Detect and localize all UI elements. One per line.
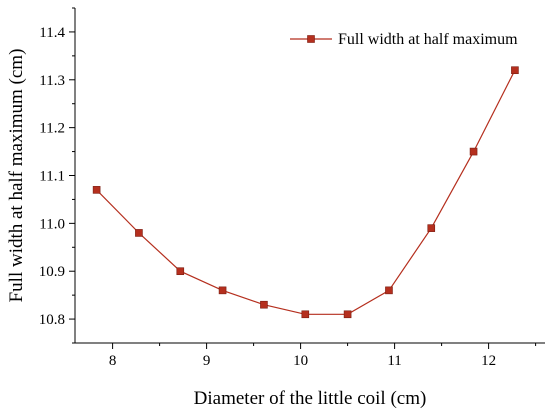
data-point bbox=[385, 286, 393, 295]
y-tick-label: 10.9 bbox=[39, 264, 65, 280]
ticks: 8 9 10 11 12 10.8 10.9 11.0 11.1 11.2 11.3 11.4 bbox=[39, 7, 537, 369]
y-tick-label: 11.3 bbox=[39, 73, 65, 89]
x-tick-label: 11 bbox=[387, 353, 401, 369]
x-tick-label: 8 bbox=[109, 353, 117, 369]
legend: Full width at half maximum bbox=[290, 31, 518, 48]
legend-marker bbox=[307, 35, 315, 43]
data-point bbox=[469, 147, 478, 156]
data-point bbox=[260, 300, 268, 309]
x-tick-label: 10 bbox=[293, 353, 308, 369]
data-point bbox=[176, 267, 185, 276]
series-layer bbox=[92, 66, 519, 319]
data-point bbox=[343, 310, 352, 319]
x-axis-title: Diameter of the little coil (cm) bbox=[194, 388, 427, 409]
y-tick-label: 11.0 bbox=[39, 216, 65, 232]
data-point bbox=[135, 229, 143, 237]
y-tick-label: 11.4 bbox=[39, 25, 65, 41]
y-tick-label: 11.2 bbox=[39, 121, 65, 137]
y-tick-label: 11.1 bbox=[39, 169, 65, 185]
legend-label: Full width at half maximum bbox=[338, 31, 518, 48]
x-tick-label: 12 bbox=[481, 353, 496, 369]
data-point bbox=[92, 186, 101, 194]
data-point bbox=[427, 224, 436, 232]
axes bbox=[74, 8, 545, 344]
series-line bbox=[96, 69, 516, 315]
y-axis-title: Full width at half maximum (cm) bbox=[6, 49, 27, 303]
data-point bbox=[218, 286, 227, 295]
y-tick-label: 10.8 bbox=[39, 312, 65, 328]
data-point bbox=[511, 66, 519, 75]
data-point bbox=[301, 310, 310, 319]
x-tick-label: 9 bbox=[203, 353, 211, 369]
